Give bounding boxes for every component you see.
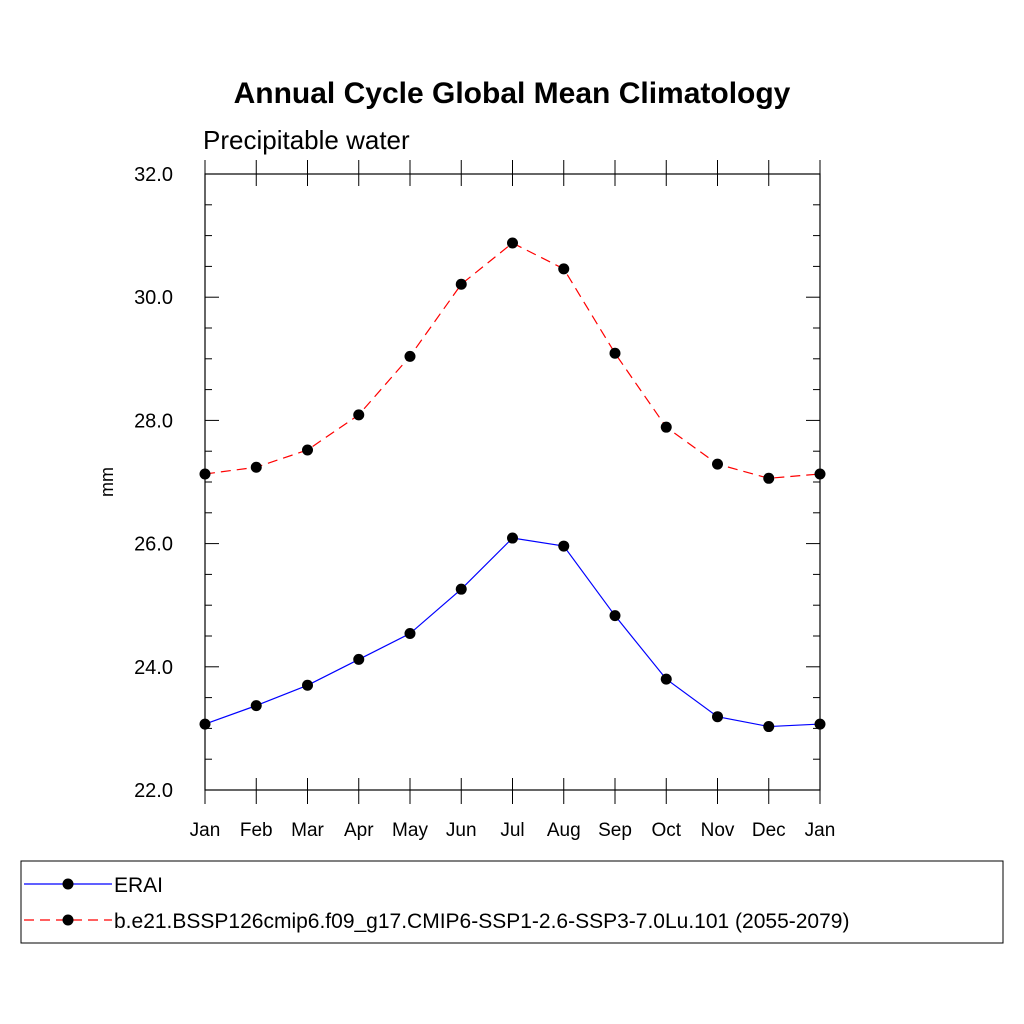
data-point xyxy=(660,421,672,433)
legend-marker xyxy=(62,878,74,890)
x-tick-label: Aug xyxy=(547,820,581,841)
data-point xyxy=(660,673,672,685)
y-axis-label: mm xyxy=(97,467,117,497)
x-tick-label: Feb xyxy=(240,820,273,841)
data-point xyxy=(814,718,826,730)
series-layer xyxy=(199,237,826,733)
data-point xyxy=(353,653,365,665)
legend-entry-2: b.e21.BSSP126cmip6.f09_g17.CMIP6-SSP1-2.… xyxy=(24,910,849,933)
data-point xyxy=(404,628,416,640)
data-point xyxy=(455,583,467,595)
data-point xyxy=(250,700,262,712)
x-tick-label: Oct xyxy=(651,820,681,841)
x-tick-label: Nov xyxy=(701,820,735,841)
y-tick-label: 30.0 xyxy=(134,287,173,309)
data-point xyxy=(199,718,211,730)
y-tick-label: 24.0 xyxy=(134,657,173,679)
y-tick-label: 22.0 xyxy=(134,780,173,802)
data-point xyxy=(609,347,621,359)
data-point xyxy=(404,350,416,362)
data-point xyxy=(712,711,723,723)
x-tick-label: May xyxy=(392,820,428,841)
legend: ERAI b.e21.BSSP126cmip6.f09_g17.CMIP6-SSP… xyxy=(20,860,1004,944)
data-point xyxy=(507,237,518,249)
x-tick-label: Mar xyxy=(291,820,324,841)
data-point xyxy=(558,263,570,275)
y-tick-label: 26.0 xyxy=(134,534,173,556)
data-point xyxy=(814,468,826,480)
legend-entry-1: ERAI xyxy=(24,874,163,897)
data-point xyxy=(353,409,365,421)
series-2 xyxy=(199,237,826,484)
legend-marker xyxy=(62,914,74,926)
axes: 22.0 24.0 26.0 28.0 30.0 32.0 Jan Feb Mar Apr May J… xyxy=(134,160,835,841)
x-tick-label: Jan xyxy=(805,820,836,841)
legend-label: b.e21.BSSP126cmip6.f09_g17.CMIP6-SSP1-2.… xyxy=(114,910,849,933)
x-tick-label: Dec xyxy=(752,820,786,841)
data-point xyxy=(507,532,518,544)
chart-title: Annual Cycle Global Mean Climatology xyxy=(234,77,791,110)
data-point xyxy=(302,444,313,456)
plot-frame xyxy=(204,173,821,791)
data-point xyxy=(763,721,775,733)
x-tick-label: Jul xyxy=(500,820,524,841)
x-tick-label: Jun xyxy=(446,820,477,841)
series-1 xyxy=(199,532,826,733)
data-point xyxy=(455,278,467,290)
x-tick-label: Jan xyxy=(190,820,221,841)
data-point xyxy=(763,472,775,484)
x-tick-label: Sep xyxy=(598,820,632,841)
chart-subtitle: Precipitable water xyxy=(203,125,410,155)
data-point xyxy=(558,540,570,552)
x-tick-label: Apr xyxy=(344,820,374,841)
series-line xyxy=(204,242,821,479)
legend-label: ERAI xyxy=(114,874,163,897)
data-point xyxy=(250,461,262,473)
data-point xyxy=(199,468,211,480)
legend-box xyxy=(20,860,1004,944)
series-line xyxy=(204,537,821,728)
y-tick-label: 28.0 xyxy=(134,410,173,432)
data-point xyxy=(712,458,723,470)
y-tick-label: 32.0 xyxy=(134,164,173,186)
data-point xyxy=(302,679,313,691)
data-point xyxy=(609,610,621,622)
